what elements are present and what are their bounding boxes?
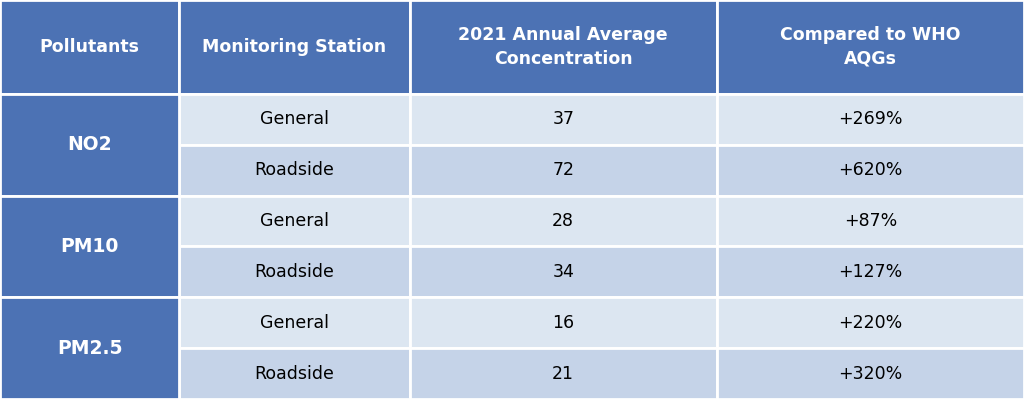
Bar (410, 246, 717, 297)
Bar (717, 297, 1024, 348)
Bar (0, 196, 179, 297)
Bar (717, 94, 1024, 145)
Text: General: General (260, 110, 329, 128)
Text: 34: 34 (552, 263, 574, 281)
Bar (0, 94, 179, 196)
Text: Monitoring Station: Monitoring Station (203, 38, 386, 56)
Bar (410, 297, 717, 348)
Bar (717, 0, 1024, 94)
Bar (410, 0, 717, 94)
Bar (179, 94, 410, 145)
Text: 37: 37 (552, 110, 574, 128)
Text: 2021 Annual Average
Concentration: 2021 Annual Average Concentration (459, 26, 668, 68)
Bar (410, 196, 717, 246)
Text: +320%: +320% (839, 365, 902, 383)
Bar (0, 297, 179, 399)
Text: General: General (260, 314, 329, 332)
Bar (410, 145, 717, 196)
Text: +620%: +620% (839, 161, 902, 179)
Text: 28: 28 (552, 212, 574, 230)
Text: Roadside: Roadside (254, 161, 335, 179)
Bar (179, 246, 410, 297)
Bar (717, 348, 1024, 399)
Bar (717, 145, 1024, 196)
Text: PM10: PM10 (60, 237, 119, 256)
Text: PM2.5: PM2.5 (57, 339, 122, 358)
Bar (717, 196, 1024, 246)
Bar (179, 0, 410, 94)
Text: Compared to WHO
AQGs: Compared to WHO AQGs (780, 26, 961, 68)
Text: Pollutants: Pollutants (40, 38, 139, 56)
Text: 16: 16 (552, 314, 574, 332)
Text: NO2: NO2 (68, 135, 112, 154)
Bar (410, 348, 717, 399)
Bar (179, 145, 410, 196)
Bar (0, 0, 179, 94)
Text: 21: 21 (552, 365, 574, 383)
Bar (717, 246, 1024, 297)
Bar (179, 196, 410, 246)
Text: Roadside: Roadside (254, 365, 335, 383)
Bar (179, 348, 410, 399)
Text: Roadside: Roadside (254, 263, 335, 281)
Text: General: General (260, 212, 329, 230)
Text: +127%: +127% (839, 263, 902, 281)
Text: +269%: +269% (839, 110, 902, 128)
Text: 72: 72 (552, 161, 574, 179)
Bar (179, 297, 410, 348)
Bar (410, 94, 717, 145)
Text: +220%: +220% (839, 314, 902, 332)
Text: +87%: +87% (844, 212, 897, 230)
